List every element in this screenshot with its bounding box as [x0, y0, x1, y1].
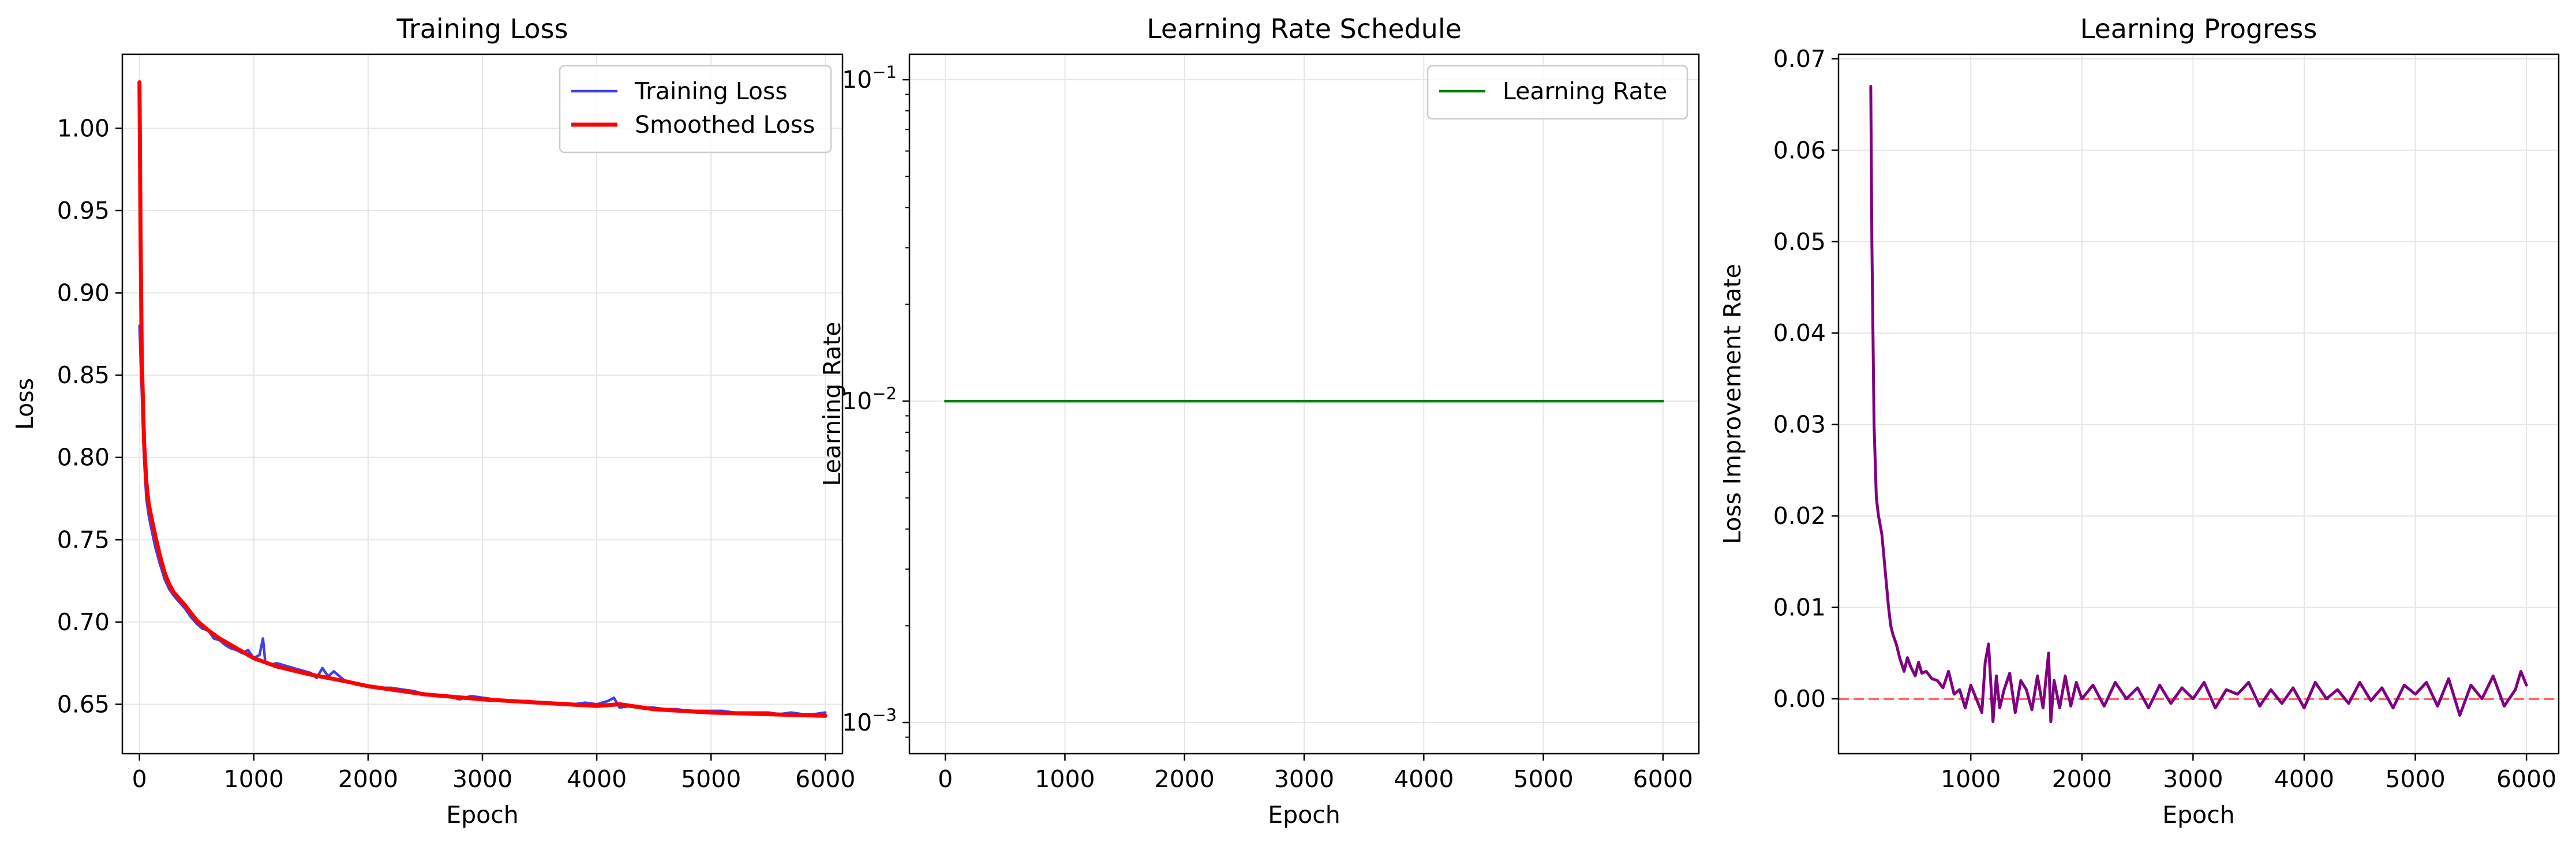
learning-progress-panel: 1000 2000 3000 4000 5000 6000 0.000.010.020.0… [1718, 13, 2560, 829]
training-loss-y-tick-label: 0.95 [57, 197, 110, 224]
learning-rate-x-axis-label: Epoch [1268, 801, 1341, 829]
learning-rate-x-tick-label: 1000 [1035, 765, 1095, 793]
training-loss-x-tick-label: 1000 [224, 765, 284, 793]
training-loss-x-tick-label: 0 [132, 765, 147, 793]
training-loss-y-tick-label: 0.90 [57, 279, 110, 307]
learning-rate-panel: 0 1000 2000 3000 4000 5000 6000 10−310−210−1 L… [818, 13, 1700, 829]
learning-progress-title: Learning Progress [2080, 13, 2317, 44]
training-loss-x-tick-label: 4000 [567, 765, 627, 793]
learning-rate-x-tick-label: 4000 [1394, 765, 1454, 793]
learning-progress-x-tick-label: 5000 [2385, 765, 2445, 793]
learning-rate-legend: Learning Rate [1426, 65, 1688, 120]
learning-rate-y-tick-exponent: −3 [872, 705, 897, 725]
learning-progress-axes-frame [1837, 53, 2560, 755]
learning-rate-legend-box [1426, 65, 1688, 120]
training-loss-legend: Training Loss Smoothed Loss [559, 65, 832, 154]
training-loss-x-tick-label: 6000 [795, 765, 855, 793]
training-loss-y-tick-label: 0.80 [57, 444, 110, 471]
training-loss-x-tick-label: 2000 [338, 765, 398, 793]
learning-progress-y-tick-label: 0.00 [1773, 685, 1826, 713]
learning-progress-y-tick-label: 0.07 [1773, 45, 1826, 73]
learning-progress-y-tick-label: 0.03 [1773, 411, 1826, 439]
learning-rate-x-tick-label: 6000 [1633, 765, 1693, 793]
learning-progress-y-tick-label: 0.06 [1773, 136, 1826, 164]
learning-progress-series [1869, 85, 2528, 723]
learning-rate-x-tick-label: 3000 [1274, 765, 1334, 793]
learning-rate-x-tick-label: 5000 [1513, 765, 1573, 793]
learning-rate-x-ticks: 0 1000 2000 3000 4000 5000 6000 [938, 754, 1693, 793]
learning-rate-y-tick-exponent: −1 [872, 62, 897, 82]
training-loss-series [137, 80, 828, 718]
series-loss-improvement-rate [1869, 85, 2528, 723]
training-loss-grid [122, 54, 843, 754]
training-loss-y-tick-label: 0.85 [57, 361, 110, 389]
training-loss-legend-box [559, 65, 832, 154]
training-loss-x-ticks: 0 1000 2000 3000 4000 5000 6000 [132, 754, 855, 793]
training-loss-x-axis-label: Epoch [446, 801, 519, 829]
training-loss-y-tick-label: 0.70 [57, 608, 110, 636]
learning-progress-y-ticks: 0.00 0.01 0.02 0.03 0.04 0.05 0.06 0.07 [1773, 45, 1839, 713]
legend-label-training-loss: Training Loss [634, 77, 788, 105]
training-loss-y-ticks: 0.65 0.70 0.75 0.80 0.85 0.90 0.95 1.00 [57, 114, 122, 718]
learning-progress-y-tick-label: 0.02 [1773, 502, 1826, 530]
learning-rate-x-tick-label: 0 [938, 765, 953, 793]
training-loss-x-tick-label: 3000 [452, 765, 512, 793]
series-smoothed-loss [137, 80, 828, 718]
learning-progress-y-tick-label: 0.04 [1773, 319, 1826, 347]
training-loss-y-tick-label: 0.75 [57, 526, 110, 553]
learning-rate-x-tick-label: 2000 [1155, 765, 1215, 793]
learning-progress-x-axis-label: Epoch [2162, 801, 2235, 829]
training-loss-y-tick-label: 0.65 [57, 690, 110, 718]
learning-progress-y-tick-label: 0.05 [1773, 228, 1826, 256]
training-loss-y-axis-label: Loss [11, 378, 39, 430]
learning-rate-y-axis-label: Learning Rate [818, 321, 846, 486]
learning-progress-y-axis-label: Loss Improvement Rate [1718, 264, 1746, 544]
legend-label-learning-rate: Learning Rate [1503, 77, 1667, 105]
training-loss-title: Training Loss [396, 13, 568, 44]
legend-label-smoothed-loss: Smoothed Loss [635, 111, 815, 138]
learning-progress-x-tick-label: 4000 [2274, 765, 2334, 793]
learning-progress-x-ticks: 1000 2000 3000 4000 5000 6000 [1941, 754, 2556, 793]
training-loss-y-tick-label: 1.00 [57, 114, 110, 142]
learning-progress-x-tick-label: 1000 [1941, 765, 2001, 793]
training-loss-x-tick-label: 5000 [681, 765, 741, 793]
learning-progress-x-tick-label: 2000 [2052, 765, 2112, 793]
learning-progress-x-tick-label: 6000 [2496, 765, 2556, 793]
learning-rate-y-tick-exponent: −2 [872, 384, 897, 403]
learning-progress-y-tick-label: 0.01 [1773, 594, 1826, 622]
training-loss-panel: 0 1000 2000 3000 4000 5000 6000 0.650.700.750.… [11, 13, 855, 829]
learning-progress-x-tick-label: 3000 [2163, 765, 2223, 793]
learning-rate-title: Learning Rate Schedule [1147, 13, 1462, 44]
